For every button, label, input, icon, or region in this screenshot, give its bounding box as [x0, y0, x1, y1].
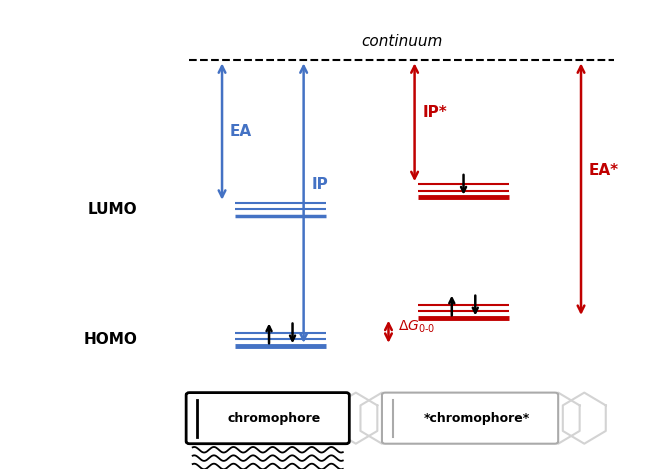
- Text: IP*: IP*: [422, 106, 447, 120]
- FancyBboxPatch shape: [382, 392, 558, 444]
- Text: $\Delta G_{0\text{-}0}$: $\Delta G_{0\text{-}0}$: [398, 319, 436, 335]
- Text: HOMO: HOMO: [83, 332, 137, 346]
- Text: EA*: EA*: [589, 163, 619, 178]
- Text: continuum: continuum: [361, 34, 442, 49]
- Text: *chromophore*: *chromophore*: [424, 411, 529, 425]
- Text: IP: IP: [312, 177, 328, 192]
- Text: EA: EA: [230, 124, 252, 139]
- Text: LUMO: LUMO: [87, 201, 137, 217]
- Text: chromophore: chromophore: [228, 411, 321, 425]
- FancyBboxPatch shape: [186, 392, 350, 444]
